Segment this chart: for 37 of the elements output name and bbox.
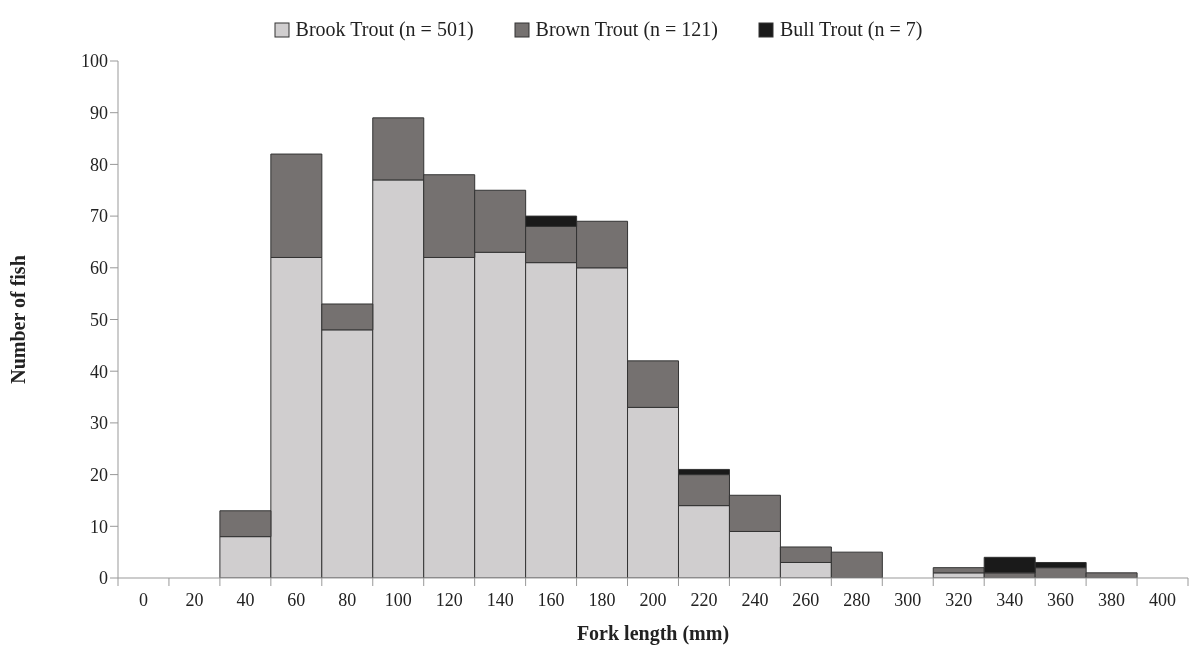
- x-tick-label: 200: [639, 590, 667, 610]
- y-tick-label: 90: [90, 103, 108, 124]
- legend-label: Brown Trout (n = 121): [534, 18, 718, 41]
- x-tick-label: 220: [690, 590, 718, 610]
- y-tick-label: 100: [81, 51, 108, 72]
- x-tick-label: 0: [138, 590, 148, 610]
- legend-label: Bull Trout (n = 7): [779, 18, 923, 41]
- x-axis-title: Fork length (mm): [576, 622, 730, 645]
- x-tick-label: 320: [945, 590, 973, 610]
- x-tick-label: 160: [537, 590, 565, 610]
- x-tick-label: 140: [486, 590, 514, 610]
- x-tick-label: 360: [1047, 590, 1075, 610]
- x-tick-label: 100: [384, 590, 412, 610]
- x-tick-label: 240: [741, 590, 769, 610]
- y-tick-label: 80: [90, 154, 108, 175]
- y-tick-label: 70: [90, 206, 108, 227]
- x-tick-label: 400: [1149, 590, 1177, 610]
- x-tick-label: 40: [236, 590, 255, 610]
- y-tick-label: 50: [90, 309, 108, 330]
- legend-label: Brook Trout (n = 501): [294, 18, 474, 41]
- x-tick-label: 380: [1098, 590, 1126, 610]
- x-tick-label: 20: [185, 590, 204, 610]
- y-tick-label: 30: [90, 413, 108, 434]
- y-axis-title: Number of fish: [7, 255, 30, 384]
- y-tick-label: 0: [99, 568, 108, 589]
- y-tick-label: 60: [90, 258, 108, 279]
- x-tick-label: 300: [894, 590, 922, 610]
- x-tick-label: 60: [287, 590, 306, 610]
- y-tick-label: 20: [90, 464, 108, 485]
- x-tick-label: 180: [588, 590, 616, 610]
- x-tick-label: 80: [338, 590, 357, 610]
- y-tick-label: 10: [90, 516, 108, 537]
- x-tick-label: 280: [843, 590, 871, 610]
- x-tick-label: 260: [792, 590, 820, 610]
- y-tick-label: 40: [90, 361, 108, 382]
- x-tick-label: 120: [435, 590, 463, 610]
- x-tick-label: 340: [996, 590, 1024, 610]
